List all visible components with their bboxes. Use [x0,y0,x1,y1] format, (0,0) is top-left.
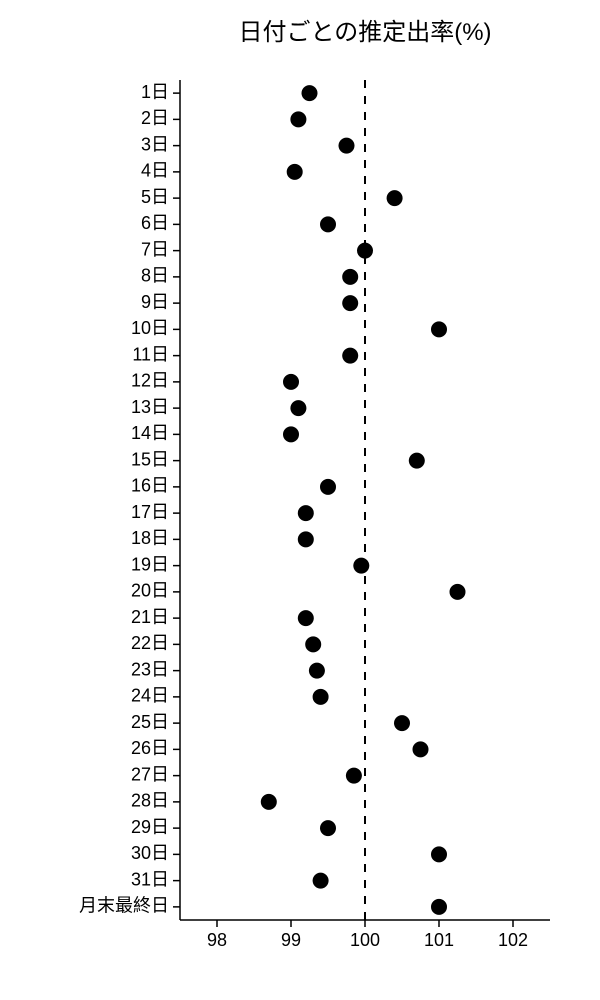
data-point [283,374,299,390]
data-point [394,715,410,731]
data-point [309,663,325,679]
data-point [431,846,447,862]
data-point [342,348,358,364]
x-tick-label: 99 [281,930,301,950]
y-tick-label: 26日 [131,738,169,758]
chart-container: 日付ごとの推定出率(%) 1日 2日 3日 4日 5日 6日 7日 8日 9日 10日 11日 12日 1… [0,0,600,1000]
x-tick-label: 98 [207,930,227,950]
x-tick-label: 101 [424,930,454,950]
y-tick-label: 9日 [141,292,169,312]
y-tick-label: 17日 [131,502,169,522]
y-tick-label: 23日 [131,659,169,679]
chart-bg [0,0,600,1000]
data-point [283,426,299,442]
y-tick-label: 7日 [141,239,169,259]
y-tick-label: 25日 [131,712,169,732]
y-tick-label: 13日 [131,397,169,417]
y-tick-label: 30日 [131,843,169,863]
y-tick-label: 19日 [131,554,169,574]
x-tick-label: 102 [498,930,528,950]
data-point [320,820,336,836]
data-point [342,295,358,311]
y-tick-label: 5日 [141,187,169,207]
y-tick-label: 4日 [141,161,169,181]
data-point [409,453,425,469]
y-tick-label: 8日 [141,266,169,286]
y-tick-label: 11日 [132,344,169,364]
data-point [261,794,277,810]
y-tick-label: 2日 [141,108,169,128]
data-point [339,138,355,154]
x-tick-label: 100 [350,930,380,950]
data-point [450,584,466,600]
data-point [298,610,314,626]
y-tick-label: 14日 [131,423,169,443]
data-point [320,479,336,495]
data-point [320,216,336,232]
data-point [387,190,403,206]
data-point [290,400,306,416]
y-tick-label: 12日 [131,371,169,391]
y-tick-label: 27日 [131,764,169,784]
y-tick-label: 18日 [131,528,169,548]
data-point [313,873,329,889]
data-point [302,85,318,101]
data-point [431,321,447,337]
y-tick-label: 21日 [131,607,169,627]
data-point [290,111,306,127]
y-tick-label: 20日 [131,581,169,601]
chart-title: 日付ごとの推定出率(%) [238,19,491,46]
y-tick-label: 6日 [141,213,169,233]
y-tick-label: 31日 [131,869,169,889]
data-point [353,558,369,574]
data-point [342,269,358,285]
data-point [346,768,362,784]
y-tick-label: 15日 [131,449,169,469]
y-tick-label: 22日 [131,633,169,653]
y-tick-label: 16日 [131,476,169,496]
data-point [313,689,329,705]
data-point [431,899,447,915]
data-point [287,164,303,180]
chart-svg: 日付ごとの推定出率(%) 1日 2日 3日 4日 5日 6日 7日 8日 9日 10日 11日 12日 1… [0,0,600,1000]
y-tick-label: 1日 [141,82,169,102]
data-point [298,531,314,547]
data-point [413,741,429,757]
data-point [305,636,321,652]
data-point [357,243,373,259]
y-tick-label: 24日 [131,686,169,706]
y-tick-label: 10日 [131,318,169,338]
y-tick-label: 3日 [141,134,169,154]
y-tick-label: 月末最終日 [79,896,169,916]
data-point [298,505,314,521]
y-tick-label: 29日 [131,817,169,837]
y-tick-label: 28日 [131,791,169,811]
